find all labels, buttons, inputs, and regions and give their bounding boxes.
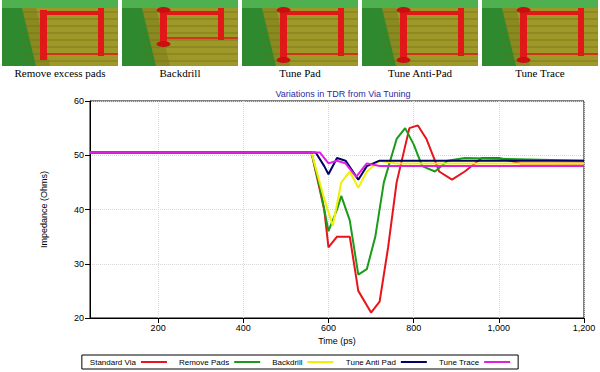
svg-text:Remove Pads: Remove Pads (179, 358, 229, 367)
html-text:Remove excess pads: Remove excess pads (14, 67, 106, 79)
svg-text:Variations in TDR from Via Tun: Variations in TDR from Via Tuning (275, 89, 410, 99)
svg-text:30: 30 (74, 259, 84, 269)
svg-text:Impedance (Ohms): Impedance (Ohms) (39, 171, 49, 248)
svg-text:800: 800 (406, 323, 421, 333)
html-text:Tune Anti-Pad: Tune Anti-Pad (388, 67, 452, 79)
svg-text:50: 50 (74, 150, 84, 160)
html-text:Backdrill: Backdrill (159, 67, 201, 79)
svg-text:Tune Anti Pad: Tune Anti Pad (346, 358, 396, 367)
svg-text:1,000: 1,000 (488, 323, 511, 333)
svg-text:Backdrill: Backdrill (272, 358, 302, 367)
svg-text:60: 60 (74, 96, 84, 106)
svg-text:600: 600 (321, 323, 336, 333)
svg-text:1,200: 1,200 (573, 323, 596, 333)
svg-text:40: 40 (74, 205, 84, 215)
svg-text:20: 20 (74, 313, 84, 323)
html-text:Tune Pad: Tune Pad (279, 67, 321, 79)
svg-text:400: 400 (236, 323, 251, 333)
svg-text:Tune Trace: Tune Trace (439, 358, 480, 367)
svg-text:Time (ps): Time (ps) (318, 336, 356, 346)
svg-text:Standard Via: Standard Via (90, 358, 137, 367)
svg-text:200: 200 (151, 323, 166, 333)
html-text:Tune Trace: Tune Trace (515, 67, 565, 79)
